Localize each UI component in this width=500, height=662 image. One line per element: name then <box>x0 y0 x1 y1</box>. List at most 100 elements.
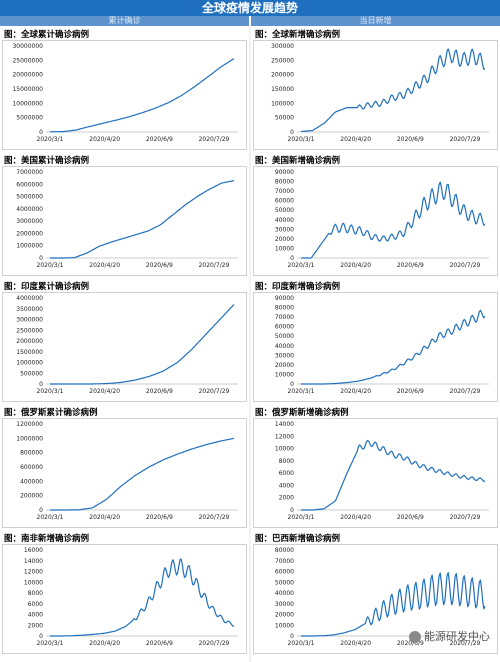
watermark-text: 能源研发中心 <box>424 630 490 643</box>
y-tick-label: 4000 <box>279 482 294 489</box>
x-tick-label: 2020/4/20 <box>340 388 371 395</box>
chart-frame <box>2 544 247 654</box>
series-line <box>301 572 486 637</box>
y-tick-label: 1200000 <box>16 421 43 428</box>
y-tick-label: 80000 <box>275 547 294 554</box>
y-tick-label: 3000000 <box>16 218 43 225</box>
y-tick-label: 800000 <box>20 450 43 457</box>
x-tick-label: 2020/6/9 <box>146 262 173 269</box>
x-tick-label: 2020/7/29 <box>450 514 481 521</box>
y-tick-label: 3500000 <box>16 306 43 313</box>
y-tick-label: 2000 <box>28 622 43 629</box>
y-tick-label: 200000 <box>20 493 43 500</box>
y-tick-label: 0 <box>39 381 43 388</box>
y-tick-label: 2000000 <box>16 230 43 237</box>
line-chart: 0 10000 20000 30000 40000 50000 60000 70000 8000… <box>275 295 489 395</box>
y-tick-label: 10000000 <box>12 100 43 107</box>
y-tick-label: 0 <box>39 507 43 514</box>
x-tick-label: 2020/4/20 <box>89 640 120 647</box>
chart-frame <box>2 166 247 276</box>
y-tick-label: 600000 <box>20 464 43 471</box>
y-tick-label: 7000000 <box>16 169 43 176</box>
y-tick-label: 250000 <box>271 57 294 64</box>
y-tick-label: 2000000 <box>16 338 43 345</box>
y-tick-label: 90000 <box>275 295 294 302</box>
y-tick-label: 100000 <box>271 100 294 107</box>
line-chart: 0 500000 1000000 1500000 2000000 2500000 30000… <box>16 295 238 395</box>
series-line <box>300 48 486 132</box>
chart-title: 图：印度新增确诊病例 <box>255 282 341 292</box>
y-tick-label: 14000 <box>24 558 43 565</box>
page-title: 全球疫情发展趋势 <box>0 0 500 16</box>
chart-panel: 图：俄罗斯新增确诊病例 0 2000 4000 6000 8000 10000 12000 14… <box>253 406 498 528</box>
chart-panel: 图：巴西新增确诊病例 0 10000 20000 30000 40000 50000 6000… <box>253 532 498 654</box>
chart-frame <box>253 40 498 150</box>
y-tick-label: 30000 <box>275 226 294 233</box>
line-chart: 0 1000000 2000000 3000000 4000000 5000000 6000… <box>16 169 238 269</box>
x-tick-label: 2020/7/29 <box>450 262 481 269</box>
chart-panel: 图：全球累计确诊病例 0 5000000 10000000 15000000 200000… <box>2 28 247 150</box>
x-tick-label: 2020/6/9 <box>146 136 173 143</box>
chart-frame <box>2 40 247 150</box>
chart-title: 图：南非新增确诊病例 <box>4 534 90 544</box>
x-tick-label: 2020/7/29 <box>199 136 230 143</box>
y-tick-label: 60000 <box>275 569 294 576</box>
chart-title: 图：美国新增确诊病例 <box>255 156 341 166</box>
series-line <box>301 181 486 259</box>
y-tick-label: 0 <box>290 507 294 514</box>
y-tick-label: 300000 <box>271 43 294 50</box>
x-tick-label: 2020/6/9 <box>397 388 424 395</box>
chart-panel: 图：印度新增确诊病例 0 10000 20000 30000 40000 50000 6000… <box>253 280 498 402</box>
x-tick-label: 2020/4/20 <box>340 514 371 521</box>
column-divider <box>249 26 251 662</box>
x-tick-label: 2020/3/1 <box>37 640 64 647</box>
y-tick-label: 5000000 <box>16 115 43 122</box>
x-tick-label: 2020/4/20 <box>340 136 371 143</box>
y-tick-label: 1500000 <box>16 349 43 356</box>
y-tick-label: 4000000 <box>16 295 43 302</box>
x-tick-label: 2020/3/1 <box>37 514 64 521</box>
x-tick-label: 2020/7/29 <box>199 388 230 395</box>
y-tick-label: 80000 <box>275 305 294 312</box>
y-tick-label: 6000 <box>279 470 294 477</box>
series-line <box>301 439 486 511</box>
series-line <box>50 58 235 133</box>
x-tick-label: 2020/4/20 <box>89 136 120 143</box>
right-column-header: 当日新增 <box>251 16 500 26</box>
y-tick-label: 5000000 <box>16 194 43 201</box>
y-tick-label: 1000000 <box>16 435 43 442</box>
x-tick-label: 2020/3/1 <box>288 136 315 143</box>
x-tick-label: 2020/6/9 <box>397 136 424 143</box>
chart-frame <box>2 418 247 528</box>
y-tick-label: 10000 <box>275 245 294 252</box>
y-tick-label: 8000 <box>279 458 294 465</box>
y-tick-label: 6000 <box>28 601 43 608</box>
chart-panel: 图：美国新增确诊病例 0 10000 20000 30000 40000 50000 6000… <box>253 154 498 276</box>
chart-title: 图：全球新增确诊病例 <box>255 30 341 40</box>
x-tick-label: 2020/7/29 <box>199 262 230 269</box>
x-tick-label: 2020/3/1 <box>288 262 315 269</box>
x-tick-label: 2020/3/1 <box>288 514 315 521</box>
x-tick-label: 2020/6/9 <box>397 514 424 521</box>
y-tick-label: 3000000 <box>16 317 43 324</box>
x-tick-label: 2020/4/20 <box>89 514 120 521</box>
line-chart: 0 5000000 10000000 15000000 20000000 25000000… <box>12 43 238 143</box>
y-tick-label: 8000 <box>28 590 43 597</box>
y-tick-label: 60000 <box>275 198 294 205</box>
y-tick-label: 0 <box>39 255 43 262</box>
y-tick-label: 80000 <box>275 179 294 186</box>
y-tick-label: 15000000 <box>12 86 43 93</box>
x-tick-label: 2020/3/1 <box>288 640 315 647</box>
y-tick-label: 0 <box>290 381 294 388</box>
y-tick-label: 20000 <box>275 362 294 369</box>
y-tick-label: 50000 <box>275 207 294 214</box>
line-chart: 0 10000 20000 30000 40000 50000 60000 70000 8000… <box>275 547 489 647</box>
y-tick-label: 500000 <box>20 370 43 377</box>
chart-title: 图：俄罗斯新增确诊病例 <box>255 408 349 418</box>
x-tick-label: 2020/7/29 <box>450 388 481 395</box>
x-tick-label: 2020/4/20 <box>340 262 371 269</box>
chart-frame <box>253 544 498 654</box>
y-tick-label: 150000 <box>271 86 294 93</box>
x-tick-label: 2020/7/29 <box>199 514 230 521</box>
chart-panel: 图：俄罗斯累计确诊病例 0 200000 400000 600000 800000 1000… <box>2 406 247 528</box>
